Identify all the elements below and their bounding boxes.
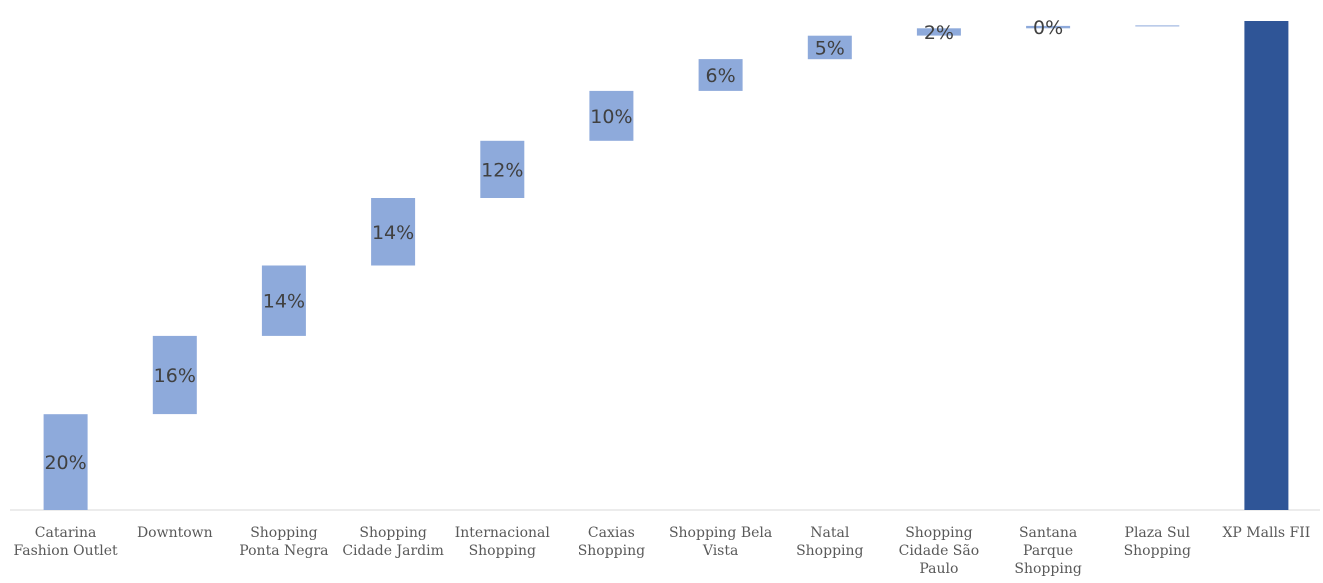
x-tick-label: Natal Shopping xyxy=(796,525,863,559)
increment-bar xyxy=(152,335,197,415)
increment-bar xyxy=(916,28,961,36)
increment-bar xyxy=(43,414,88,510)
data-label: 6% xyxy=(706,65,736,87)
data-label: 2% xyxy=(924,22,954,44)
increment-bar xyxy=(1135,25,1180,27)
increment-bar xyxy=(1026,25,1071,29)
x-tick-label: Shopping Ponta Negra xyxy=(239,525,328,559)
increment-bar xyxy=(698,59,743,91)
x-tick-label: Downtown xyxy=(137,525,213,541)
data-label: 20% xyxy=(44,452,86,474)
data-label: 5% xyxy=(815,37,845,59)
x-tick-label: Caxias Shopping xyxy=(578,525,645,559)
x-tick-label: Catarina Fashion Outlet xyxy=(13,525,118,559)
data-label: 10% xyxy=(590,106,632,128)
data-label: 14% xyxy=(372,222,414,244)
data-label: 16% xyxy=(154,365,196,387)
x-tick-label: Santana Parque Shopping xyxy=(1014,525,1081,577)
data-label: 0% xyxy=(1033,17,1063,39)
increment-bar xyxy=(480,140,525,198)
x-tick-label: XP Malls FII xyxy=(1222,525,1310,541)
x-tick-label: Internacional Shopping xyxy=(455,525,551,559)
total-bar xyxy=(1244,21,1289,510)
increment-bar xyxy=(589,90,634,141)
data-label: 12% xyxy=(481,159,523,181)
x-tick-label: Shopping Cidade Jardim xyxy=(342,525,444,559)
x-tick-label: Plaza Sul Shopping xyxy=(1124,525,1191,559)
increment-bar xyxy=(261,265,306,336)
increment-bar xyxy=(371,198,416,266)
x-tick-label: Shopping Cidade São Paulo xyxy=(899,525,980,577)
x-tick-label: Shopping Bela Vista xyxy=(669,525,772,559)
data-label: 14% xyxy=(263,291,305,313)
increment-bar xyxy=(807,35,852,60)
